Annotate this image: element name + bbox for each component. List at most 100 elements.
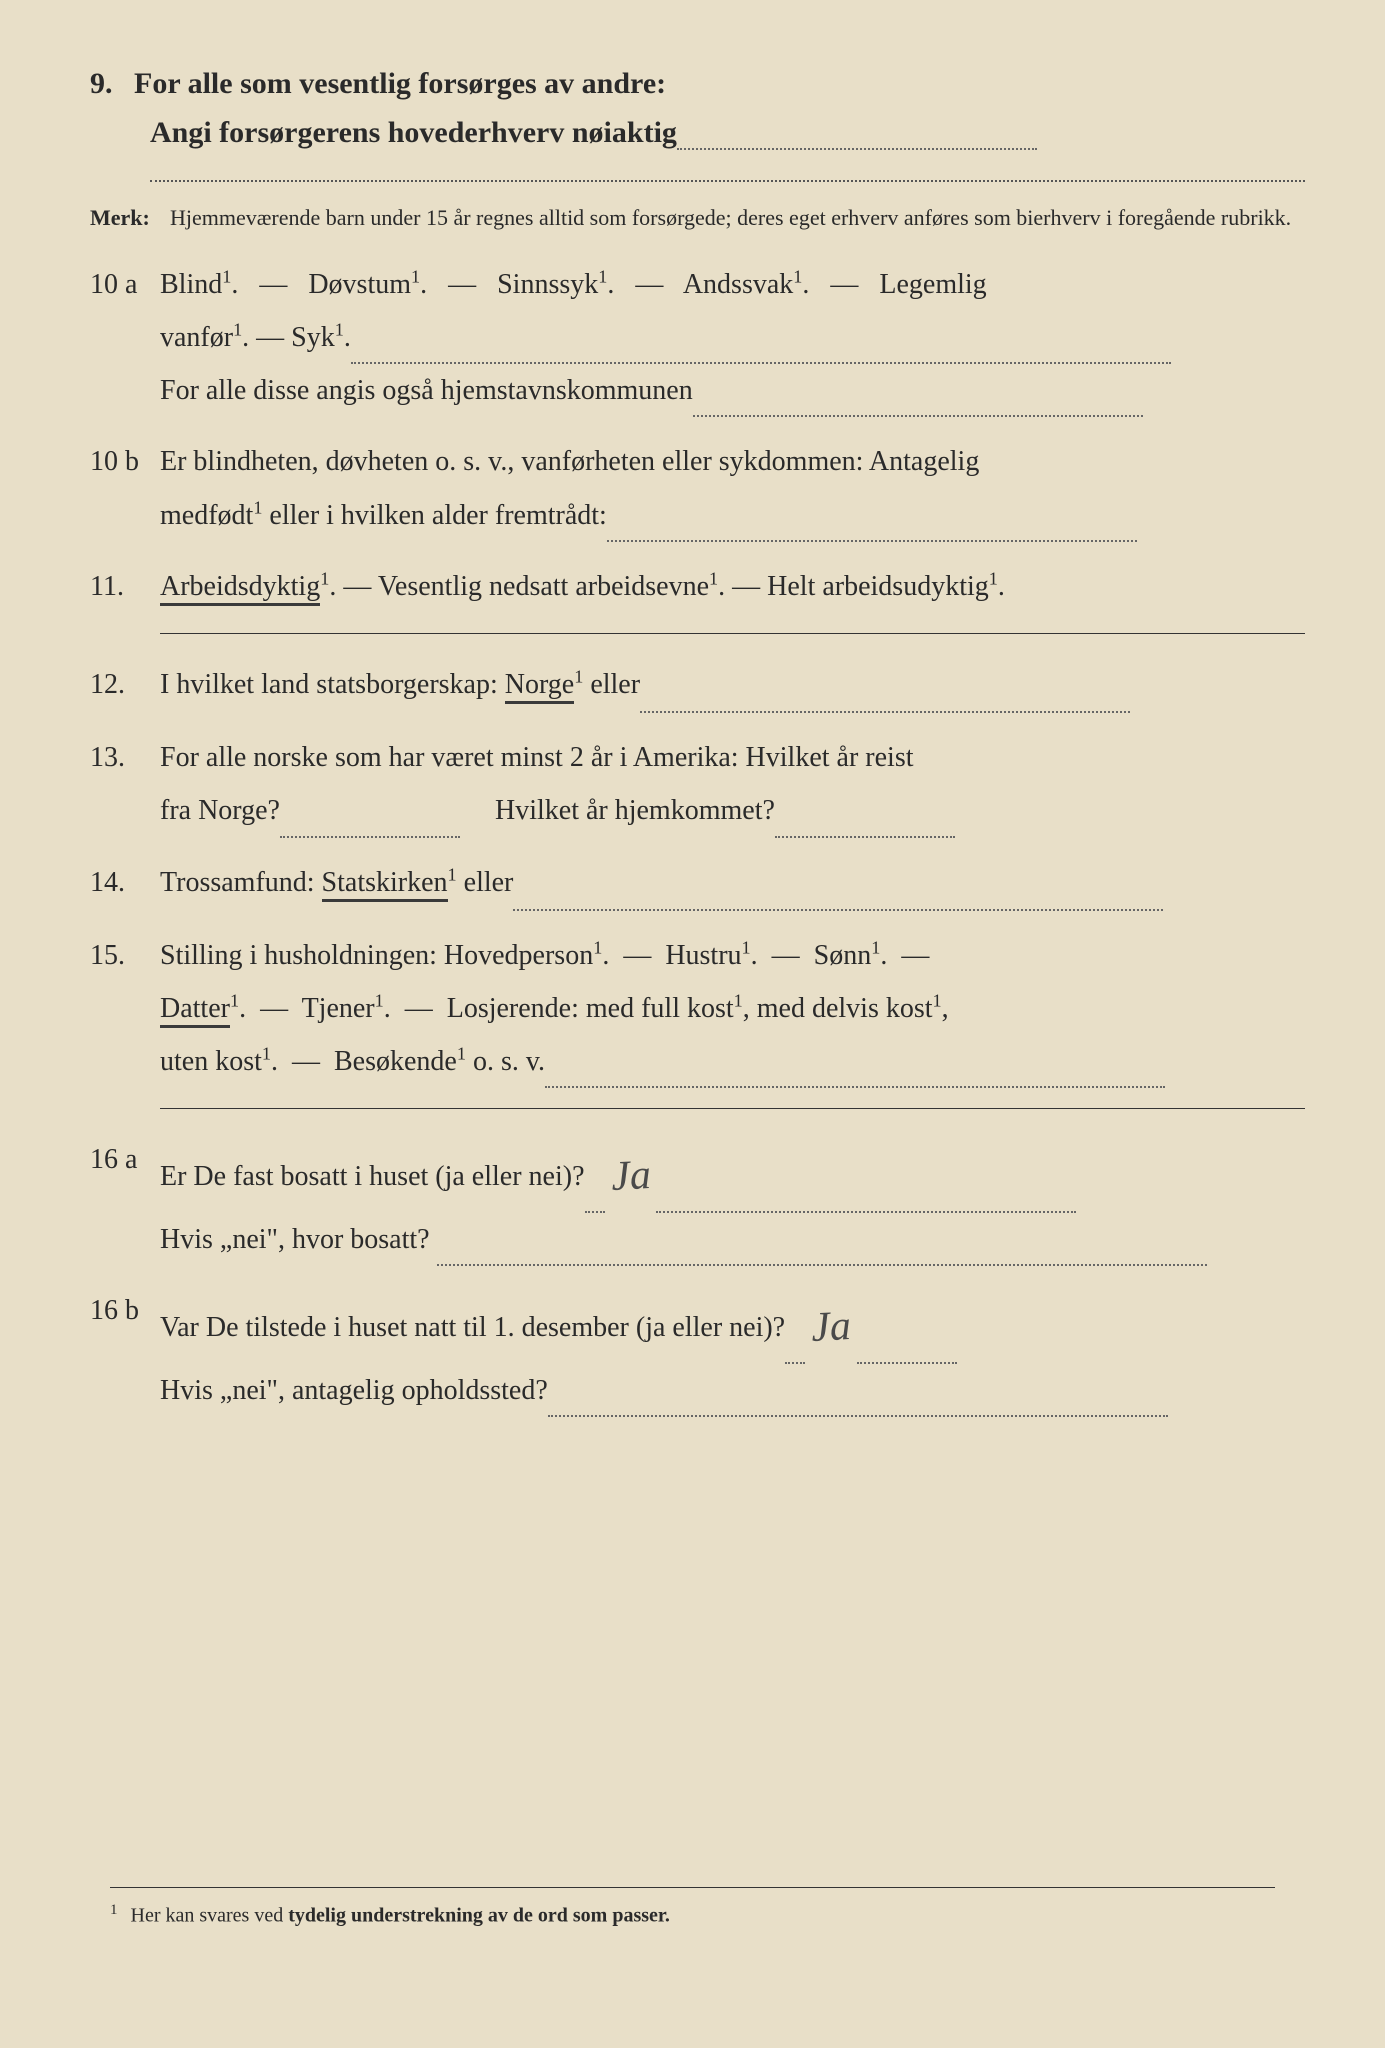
sup-1: 1 <box>598 267 607 287</box>
opt-sinnssyk: Sinnssyk <box>497 269 598 300</box>
q9-num: 9. <box>90 67 113 100</box>
q15-text-a: Stilling i husholdningen: Hovedperson <box>160 940 593 971</box>
fill-line <box>785 1336 805 1364</box>
sup-1: 1 <box>871 937 880 957</box>
q16a-body: Er De fast bosatt i huset (ja eller nei)… <box>160 1133 1305 1266</box>
sup-1: 1 <box>448 864 457 884</box>
q12-row: 12. I hvilket land statsborgerskap: Norg… <box>90 658 1305 713</box>
sup-1: 1 <box>411 267 420 287</box>
q12-text-b: eller <box>590 669 640 700</box>
q9-subheading-row: Angi forsørgerens hovederhverv nøiaktig <box>150 116 1305 150</box>
fill-line <box>280 810 460 838</box>
fill-line <box>513 883 1163 911</box>
q13-text2b: Hvilket år hjemkommet? <box>495 795 775 826</box>
q10b-row: 10 b Er blindheten, døvheten o. s. v., v… <box>90 435 1305 541</box>
rule-line <box>160 633 1305 634</box>
q14-text-b: eller <box>464 867 514 898</box>
fill-line <box>351 336 1171 364</box>
opt-datter: Datter <box>160 993 230 1028</box>
sup-1: 1 <box>734 991 743 1011</box>
q16b-text2: Hvis „nei", antagelig opholdssted? <box>160 1375 548 1406</box>
fill-line <box>693 389 1143 417</box>
fill-line <box>607 514 1137 542</box>
q10b-text2b: eller i hvilken alder fremtrådt: <box>262 500 606 531</box>
q12-body: I hvilket land statsborgerskap: Norge1 e… <box>160 658 1305 713</box>
q14-row: 14. Trossamfund: Statskirken1 eller <box>90 856 1305 911</box>
q11-row: 11. Arbeidsdyktig1. — Vesentlig nedsatt … <box>90 560 1305 613</box>
q15-num: 15. <box>90 929 160 982</box>
footnote-text-a: Her kan svares ved <box>131 1905 289 1927</box>
opt-nedsatt: Vesentlig nedsatt arbeidsevne <box>378 571 709 602</box>
q13-text2a: fra Norge? <box>160 795 280 826</box>
q9-heading: 9. For alle som vesentlig forsørges av a… <box>90 60 1305 108</box>
q16b-answer: Ja <box>809 1287 853 1369</box>
q15-delvis: , med delvis kost <box>743 993 933 1024</box>
footnote-num: 1 <box>110 1902 118 1918</box>
q16a-answer: Ja <box>609 1136 653 1218</box>
q15-row: 15. Stilling i husholdningen: Hovedperso… <box>90 929 1305 1089</box>
merk-row: Merk: Hjemmeværende barn under 15 år reg… <box>90 202 1305 234</box>
opt-udyktig: Helt arbeidsudyktig <box>767 571 989 602</box>
q9-heading-text: For alle som vesentlig forsørges av andr… <box>134 67 666 100</box>
q10b-text1: Er blindheten, døvheten o. s. v., vanfør… <box>160 446 979 477</box>
sup-1: 1 <box>320 569 329 589</box>
opt-hustru: Hustru <box>665 940 741 971</box>
q12-num: 12. <box>90 658 160 711</box>
q10b-body: Er blindheten, døvheten o. s. v., vanfør… <box>160 435 1305 541</box>
footnote-text-b: tydelig understrekning av de ord som pas… <box>288 1905 670 1927</box>
q13-body: For alle norske som har været minst 2 år… <box>160 731 1305 837</box>
q15-uten: uten kost <box>160 1046 262 1077</box>
fill-line <box>548 1389 1168 1417</box>
merk-text: Hjemmeværende barn under 15 år regnes al… <box>170 202 1305 234</box>
q16a-num: 16 a <box>90 1133 160 1186</box>
q16b-body: Var De tilstede i huset natt til 1. dese… <box>160 1284 1305 1417</box>
q16b-num: 16 b <box>90 1284 160 1337</box>
q16b-text1: Var De tilstede i huset natt til 1. dese… <box>160 1312 785 1343</box>
opt-syk: Syk <box>291 322 335 353</box>
q16a-text1: Er De fast bosatt i huset (ja eller nei)… <box>160 1161 585 1192</box>
opt-blind: Blind <box>160 269 222 300</box>
dotted-rule <box>150 180 1305 182</box>
q10a-line2: For alle disse angis også hjemstavnskomm… <box>160 375 693 406</box>
q12-text-a: I hvilket land statsborgerskap: <box>160 669 505 700</box>
fill-line <box>585 1185 605 1213</box>
q10b-medfodt: medfødt <box>160 500 253 531</box>
opt-dovstum: Døvstum <box>308 269 411 300</box>
opt-sonn: Sønn <box>814 940 872 971</box>
opt-tjener: Tjener <box>302 993 375 1024</box>
sup-1: 1 <box>230 991 239 1011</box>
q10a-num: 10 a <box>90 258 160 311</box>
q13-text1: For alle norske som har været minst 2 år… <box>160 742 914 773</box>
q15-body: Stilling i husholdningen: Hovedperson1. … <box>160 929 1305 1089</box>
sup-1: 1 <box>262 1044 271 1064</box>
fill-line <box>677 120 1037 150</box>
q14-text-a: Trossamfund: <box>160 867 322 898</box>
q16a-row: 16 a Er De fast bosatt i huset (ja eller… <box>90 1133 1305 1266</box>
fill-line <box>775 810 955 838</box>
fill-line <box>656 1185 1076 1213</box>
sup-1: 1 <box>574 667 583 687</box>
q14-body: Trossamfund: Statskirken1 eller <box>160 856 1305 911</box>
rule-line <box>160 1108 1305 1109</box>
opt-statskirken: Statskirken <box>322 867 448 902</box>
q15-osv: o. s. v. <box>466 1046 545 1077</box>
fill-line <box>545 1060 1165 1088</box>
q14-num: 14. <box>90 856 160 909</box>
footnote: 1 Her kan svares ved tydelig understrekn… <box>110 1887 1275 1928</box>
q11-num: 11. <box>90 560 160 613</box>
q11-body: Arbeidsdyktig1. — Vesentlig nedsatt arbe… <box>160 560 1305 613</box>
opt-norge: Norge <box>505 669 574 704</box>
q16a-text2: Hvis „nei", hvor bosatt? <box>160 1224 430 1255</box>
sup-1: 1 <box>593 937 602 957</box>
q13-row: 13. For alle norske som har været minst … <box>90 731 1305 837</box>
sup-1: 1 <box>457 1044 466 1064</box>
fill-line <box>857 1336 957 1364</box>
fill-line <box>640 685 1130 713</box>
q10b-num: 10 b <box>90 435 160 488</box>
merk-label: Merk: <box>90 202 170 234</box>
sup-1: 1 <box>742 937 751 957</box>
opt-arbeidsdyktig: Arbeidsdyktig <box>160 571 320 606</box>
opt-legemlig: Legemlig <box>879 269 986 300</box>
sup-1: 1 <box>335 320 344 340</box>
q16b-row: 16 b Var De tilstede i huset natt til 1.… <box>90 1284 1305 1417</box>
